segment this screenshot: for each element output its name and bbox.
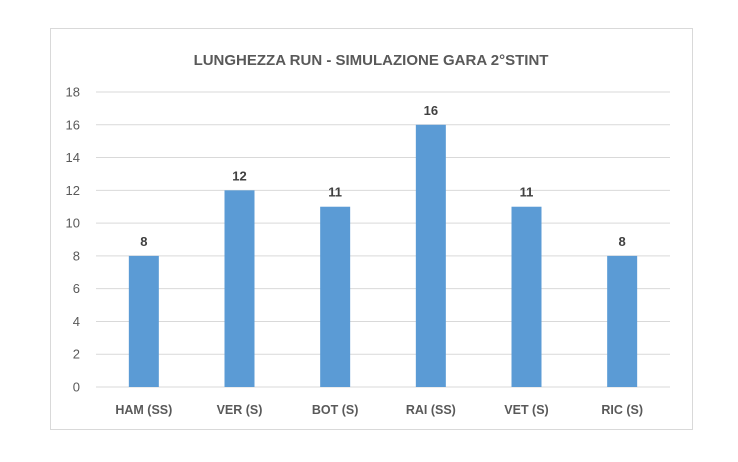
y-tick-label: 4 xyxy=(73,314,80,329)
bar xyxy=(224,190,255,387)
data-label: 16 xyxy=(424,103,438,118)
category-label: HAM (SS) xyxy=(115,403,172,417)
category-label: RAI (SS) xyxy=(406,403,456,417)
y-tick-label: 8 xyxy=(73,248,80,263)
bar xyxy=(511,206,542,387)
y-tick-label: 2 xyxy=(73,347,80,362)
bar xyxy=(607,255,638,387)
bar xyxy=(320,206,351,387)
bar-chart: LUNGHEZZA RUN - SIMULAZIONE GARA 2°STINT… xyxy=(66,52,670,417)
bars xyxy=(128,124,638,388)
y-tick-label: 0 xyxy=(73,380,80,395)
y-tick-label: 10 xyxy=(66,216,80,231)
category-label: VER (S) xyxy=(217,403,263,417)
y-tick-label: 18 xyxy=(66,85,80,100)
category-label: VET (S) xyxy=(504,403,548,417)
bar xyxy=(128,255,159,387)
bar xyxy=(415,124,446,388)
y-tick-label: 16 xyxy=(66,117,80,132)
gridlines xyxy=(96,91,670,388)
data-labels: 8 12 11 16 11 8 xyxy=(140,103,626,249)
data-label: 11 xyxy=(520,185,534,200)
y-tick-label: 12 xyxy=(66,183,80,198)
data-label: 8 xyxy=(619,234,626,249)
y-axis-ticks: 0 2 4 6 8 10 12 14 16 18 xyxy=(66,85,80,395)
data-label: 12 xyxy=(232,168,246,183)
chart-title: LUNGHEZZA RUN - SIMULAZIONE GARA 2°STINT xyxy=(194,52,549,69)
category-label: BOT (S) xyxy=(312,403,359,417)
y-tick-label: 6 xyxy=(73,281,80,296)
data-label: 11 xyxy=(328,185,342,200)
chart-frame: LUNGHEZZA RUN - SIMULAZIONE GARA 2°STINT… xyxy=(50,28,693,430)
category-label: RIC (S) xyxy=(601,403,643,417)
data-label: 8 xyxy=(140,234,147,249)
x-axis-categories: HAM (SS) VER (S) BOT (S) RAI (SS) VET (S) RIC… xyxy=(115,403,643,417)
y-tick-label: 14 xyxy=(66,150,80,165)
